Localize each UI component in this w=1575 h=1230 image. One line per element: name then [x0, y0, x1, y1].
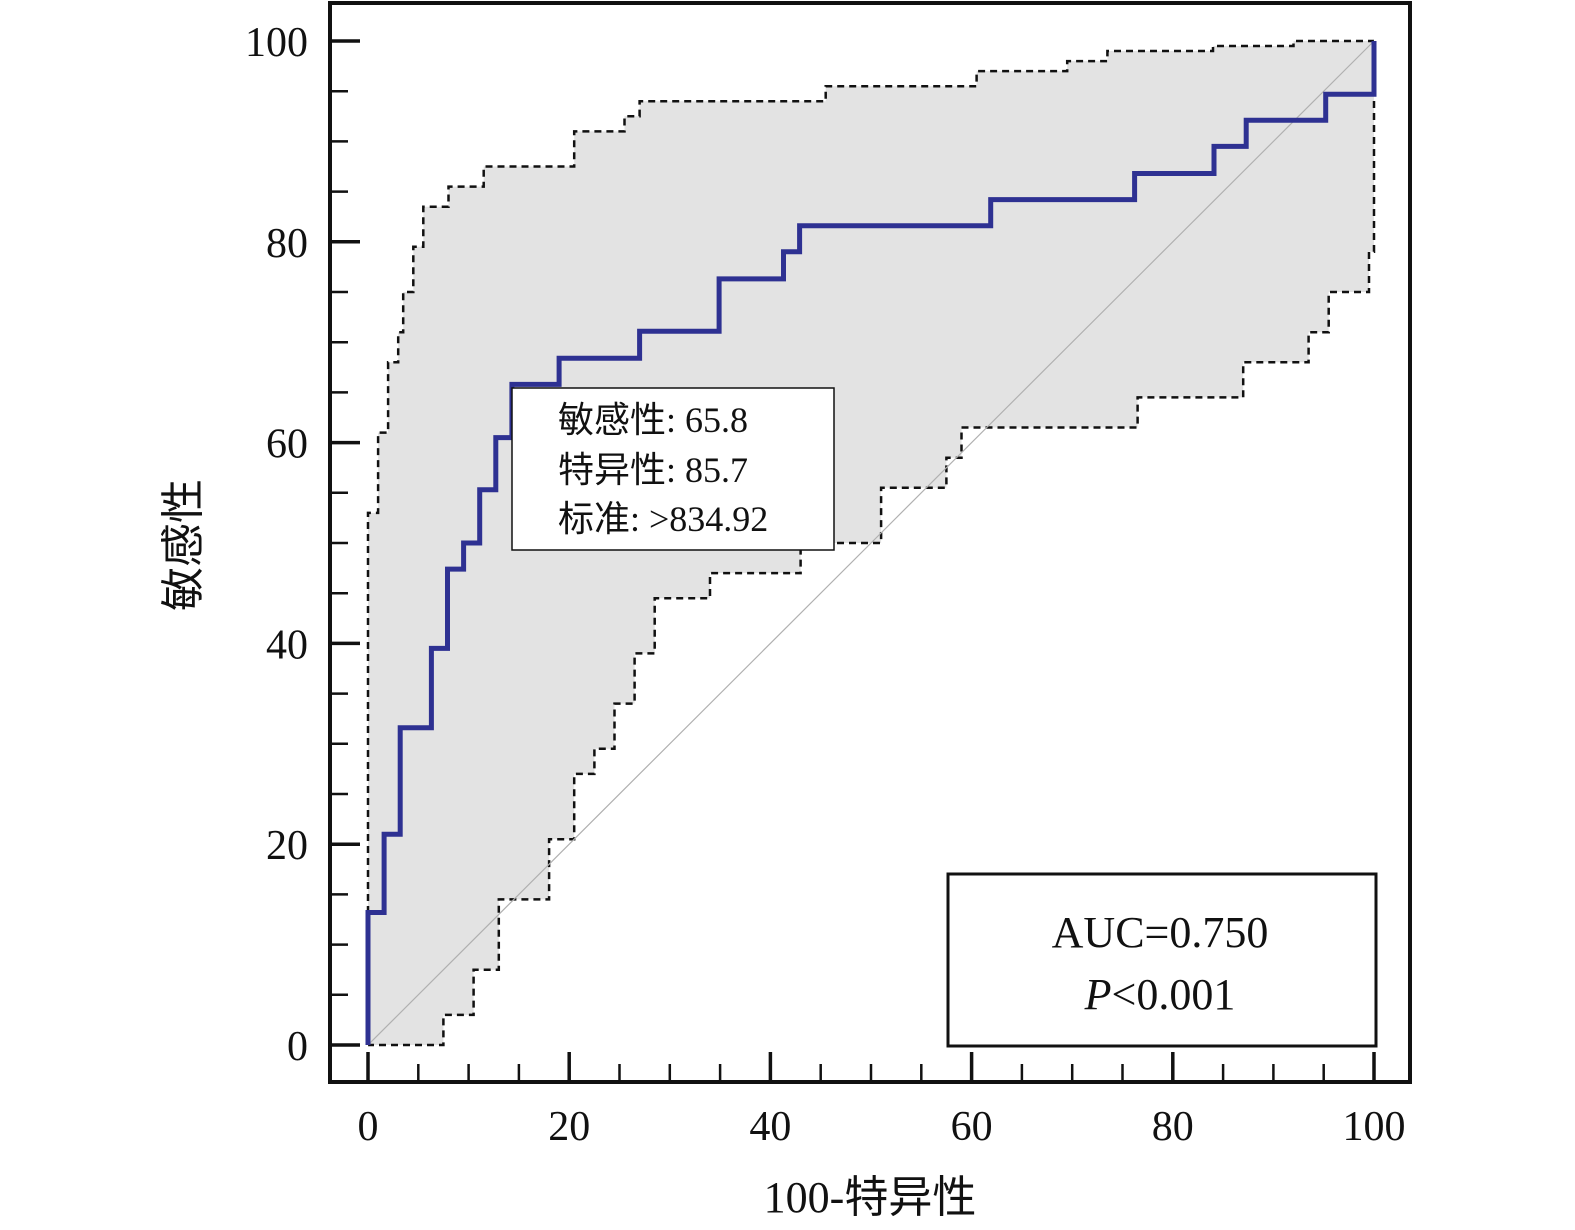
ci-upper-line [366, 39, 1374, 1045]
reference-diagonal-layer [367, 40, 1375, 1046]
x-tick-label: 100 [1343, 1104, 1406, 1150]
y-tick-label: 40 [266, 622, 308, 668]
y-tick-label: 100 [245, 20, 308, 66]
x-tick-label: 60 [951, 1104, 993, 1150]
auc-box-border [946, 872, 1378, 1048]
auc-value: AUC=0.750 [1052, 908, 1269, 957]
criterion-box-border [511, 387, 835, 551]
reference-diagonal [367, 40, 1375, 1046]
criterion-specificity: 特异性: 85.7 [558, 450, 748, 490]
y-axis-title: 敏感性 [159, 479, 208, 611]
p-value: <0.001 [1112, 970, 1236, 1019]
x-tick-label: 20 [548, 1104, 590, 1150]
y-tick-label: 80 [266, 221, 308, 267]
x-axis-title: 100-特异性 [764, 1173, 977, 1222]
p-label: P [1084, 970, 1112, 1019]
criterion-box: 敏感性: 65.8 特异性: 85.7 标准: >834.92 [511, 387, 835, 551]
y-tick-label: 60 [266, 422, 308, 468]
x-tick-label: 0 [358, 1104, 379, 1150]
x-tick-label: 80 [1152, 1104, 1194, 1150]
ci-lower-line [368, 41, 1376, 1047]
auc-box: AUC=0.750 P<0.001 [946, 872, 1378, 1048]
p-value-text: P<0.001 [1084, 970, 1236, 1019]
y-tick-label: 0 [287, 1024, 308, 1070]
criterion-sensitivity: 敏感性: 65.8 [558, 400, 748, 440]
criterion-threshold: 标准: >834.92 [558, 499, 768, 539]
roc-curve [365, 41, 1377, 1045]
axis-ticks-layer: 0 20 40 60 80 100 0 20 40 60 80 100 [245, 20, 1406, 1150]
y-tick-label: 20 [266, 823, 308, 869]
x-tick-label: 40 [749, 1104, 791, 1150]
roc-curve-layer [365, 41, 1377, 1045]
